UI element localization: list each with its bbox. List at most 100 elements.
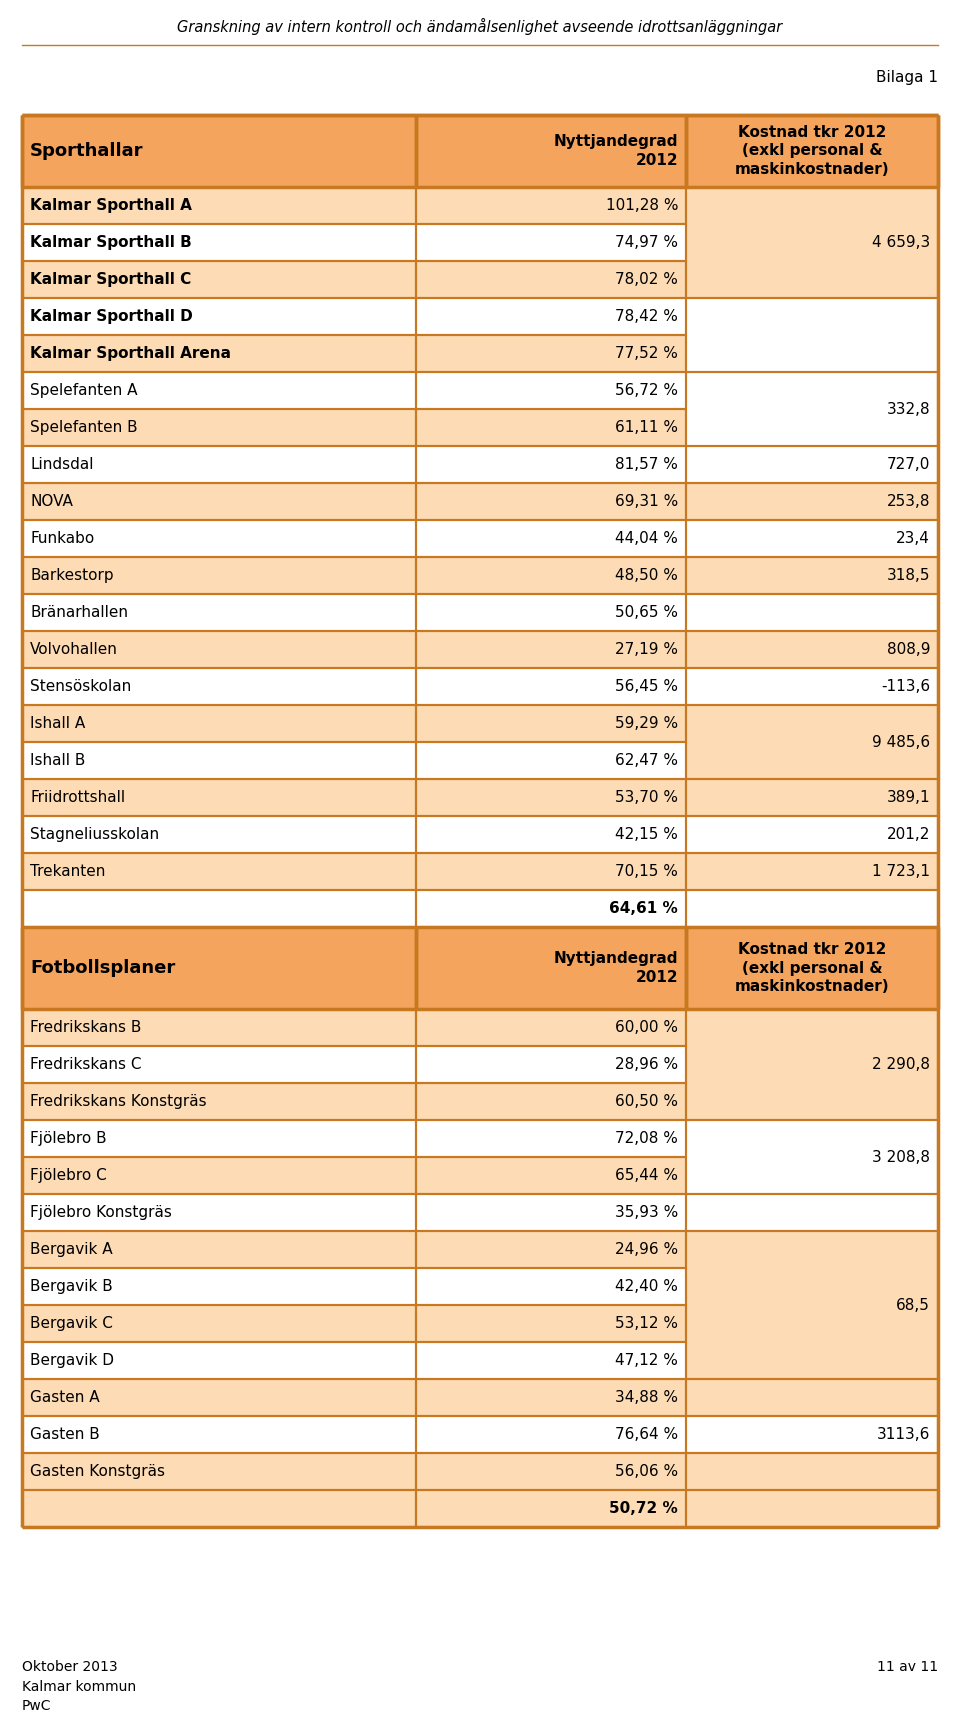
Bar xyxy=(686,632,938,668)
Text: 60,00 %: 60,00 % xyxy=(615,1020,678,1036)
Text: Fjölebro Konstgräs: Fjölebro Konstgräs xyxy=(30,1205,172,1220)
Bar xyxy=(416,116,686,186)
Bar xyxy=(416,483,686,520)
Bar xyxy=(416,373,686,409)
Text: 74,97 %: 74,97 % xyxy=(615,235,678,250)
Text: Fredrikskans B: Fredrikskans B xyxy=(30,1020,141,1036)
Text: Barkestorp: Barkestorp xyxy=(30,568,113,583)
Bar xyxy=(22,1379,416,1415)
Bar xyxy=(686,186,938,299)
Text: Granskning av intern kontroll och ändamålsenlighet avseende idrottsanläggningar: Granskning av intern kontroll och ändamå… xyxy=(178,17,782,35)
Text: 62,47 %: 62,47 % xyxy=(615,753,678,768)
Bar xyxy=(22,668,416,704)
Text: 76,64 %: 76,64 % xyxy=(615,1427,678,1441)
Text: 56,45 %: 56,45 % xyxy=(615,678,678,694)
Text: Stensöskolan: Stensöskolan xyxy=(30,678,132,694)
Bar xyxy=(416,594,686,632)
Bar xyxy=(686,704,938,778)
Bar xyxy=(416,409,686,445)
Text: 65,44 %: 65,44 % xyxy=(615,1169,678,1182)
Bar xyxy=(416,1379,686,1415)
Text: Friidrottshall: Friidrottshall xyxy=(30,791,125,804)
Bar xyxy=(416,1231,686,1269)
Text: 64,61 %: 64,61 % xyxy=(610,901,678,917)
Text: Fjölebro B: Fjölebro B xyxy=(30,1131,107,1146)
Text: 201,2: 201,2 xyxy=(887,827,930,842)
Bar xyxy=(686,1453,938,1490)
Bar xyxy=(416,299,686,335)
Text: 56,06 %: 56,06 % xyxy=(615,1464,678,1479)
Text: 332,8: 332,8 xyxy=(886,402,930,416)
Text: Kostnad tkr 2012
(exkl personal &
maskinkostnader): Kostnad tkr 2012 (exkl personal & maskin… xyxy=(734,124,889,178)
Text: Bergavik D: Bergavik D xyxy=(30,1353,114,1369)
Bar xyxy=(416,1194,686,1231)
Bar xyxy=(22,704,416,742)
Text: Bergavik C: Bergavik C xyxy=(30,1315,113,1331)
Text: 59,29 %: 59,29 % xyxy=(615,716,678,732)
Bar xyxy=(22,1010,416,1046)
Text: -113,6: -113,6 xyxy=(881,678,930,694)
Bar xyxy=(686,853,938,891)
Text: 27,19 %: 27,19 % xyxy=(615,642,678,658)
Bar xyxy=(22,1490,416,1528)
Text: 72,08 %: 72,08 % xyxy=(615,1131,678,1146)
Bar xyxy=(416,816,686,853)
Text: Kalmar Sporthall Arena: Kalmar Sporthall Arena xyxy=(30,345,231,361)
Bar xyxy=(416,261,686,299)
Text: 78,42 %: 78,42 % xyxy=(615,309,678,324)
Bar xyxy=(22,335,416,373)
Text: 50,72 %: 50,72 % xyxy=(610,1502,678,1515)
Bar xyxy=(22,445,416,483)
Bar xyxy=(686,1231,938,1379)
Bar xyxy=(22,409,416,445)
Bar xyxy=(416,778,686,816)
Bar xyxy=(416,1010,686,1046)
Bar xyxy=(686,778,938,816)
Text: 78,02 %: 78,02 % xyxy=(615,273,678,287)
Text: Bergavik A: Bergavik A xyxy=(30,1243,112,1257)
Bar xyxy=(686,557,938,594)
Bar xyxy=(416,1415,686,1453)
Text: 253,8: 253,8 xyxy=(886,494,930,509)
Bar xyxy=(22,742,416,778)
Text: 318,5: 318,5 xyxy=(886,568,930,583)
Text: Fredrikskans C: Fredrikskans C xyxy=(30,1056,141,1072)
Text: 50,65 %: 50,65 % xyxy=(615,606,678,620)
Bar xyxy=(22,927,416,1010)
Text: 28,96 %: 28,96 % xyxy=(615,1056,678,1072)
Bar xyxy=(416,1490,686,1528)
Text: 81,57 %: 81,57 % xyxy=(615,457,678,471)
Text: 11 av 11: 11 av 11 xyxy=(876,1660,938,1674)
Text: 77,52 %: 77,52 % xyxy=(615,345,678,361)
Text: Sporthallar: Sporthallar xyxy=(30,142,143,161)
Bar xyxy=(22,557,416,594)
Text: 2 290,8: 2 290,8 xyxy=(872,1056,930,1072)
Bar xyxy=(22,1156,416,1194)
Bar xyxy=(22,1194,416,1231)
Text: Stagneliusskolan: Stagneliusskolan xyxy=(30,827,159,842)
Text: Kalmar Sporthall D: Kalmar Sporthall D xyxy=(30,309,193,324)
Bar xyxy=(22,594,416,632)
Text: Funkabo: Funkabo xyxy=(30,532,94,545)
Text: Gasten Konstgräs: Gasten Konstgräs xyxy=(30,1464,165,1479)
Text: 3 208,8: 3 208,8 xyxy=(872,1150,930,1165)
Bar xyxy=(686,668,938,704)
Bar xyxy=(416,853,686,891)
Bar xyxy=(22,520,416,557)
Text: 47,12 %: 47,12 % xyxy=(615,1353,678,1369)
Text: 48,50 %: 48,50 % xyxy=(615,568,678,583)
Bar xyxy=(686,1194,938,1231)
Text: 24,96 %: 24,96 % xyxy=(615,1243,678,1257)
Text: Fjölebro C: Fjölebro C xyxy=(30,1169,107,1182)
Bar xyxy=(686,927,938,1010)
Text: Gasten A: Gasten A xyxy=(30,1389,100,1405)
Bar xyxy=(416,557,686,594)
Bar xyxy=(686,1010,938,1120)
Text: 101,28 %: 101,28 % xyxy=(606,198,678,212)
Bar xyxy=(416,224,686,261)
Bar xyxy=(22,186,416,224)
Bar xyxy=(686,1415,938,1453)
Text: Bilaga 1: Bilaga 1 xyxy=(876,71,938,85)
Bar xyxy=(22,224,416,261)
Text: 68,5: 68,5 xyxy=(896,1298,930,1312)
